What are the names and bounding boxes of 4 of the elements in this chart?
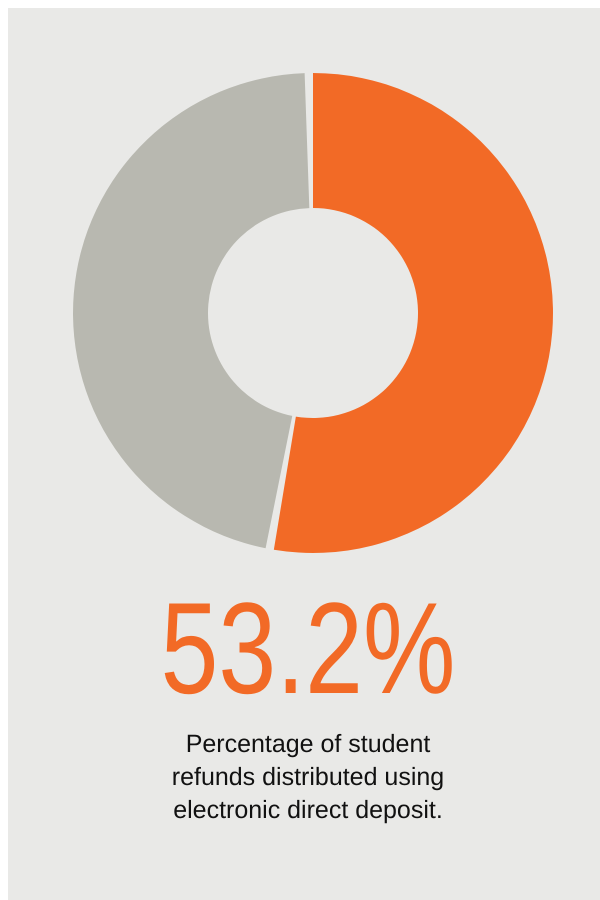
data-label: 53.2% <box>160 575 456 721</box>
donut-slice <box>274 73 553 553</box>
text: Percentage of student refunds distributed using electronic direct deposit. <box>170 729 446 826</box>
donut-slice <box>73 73 310 548</box>
